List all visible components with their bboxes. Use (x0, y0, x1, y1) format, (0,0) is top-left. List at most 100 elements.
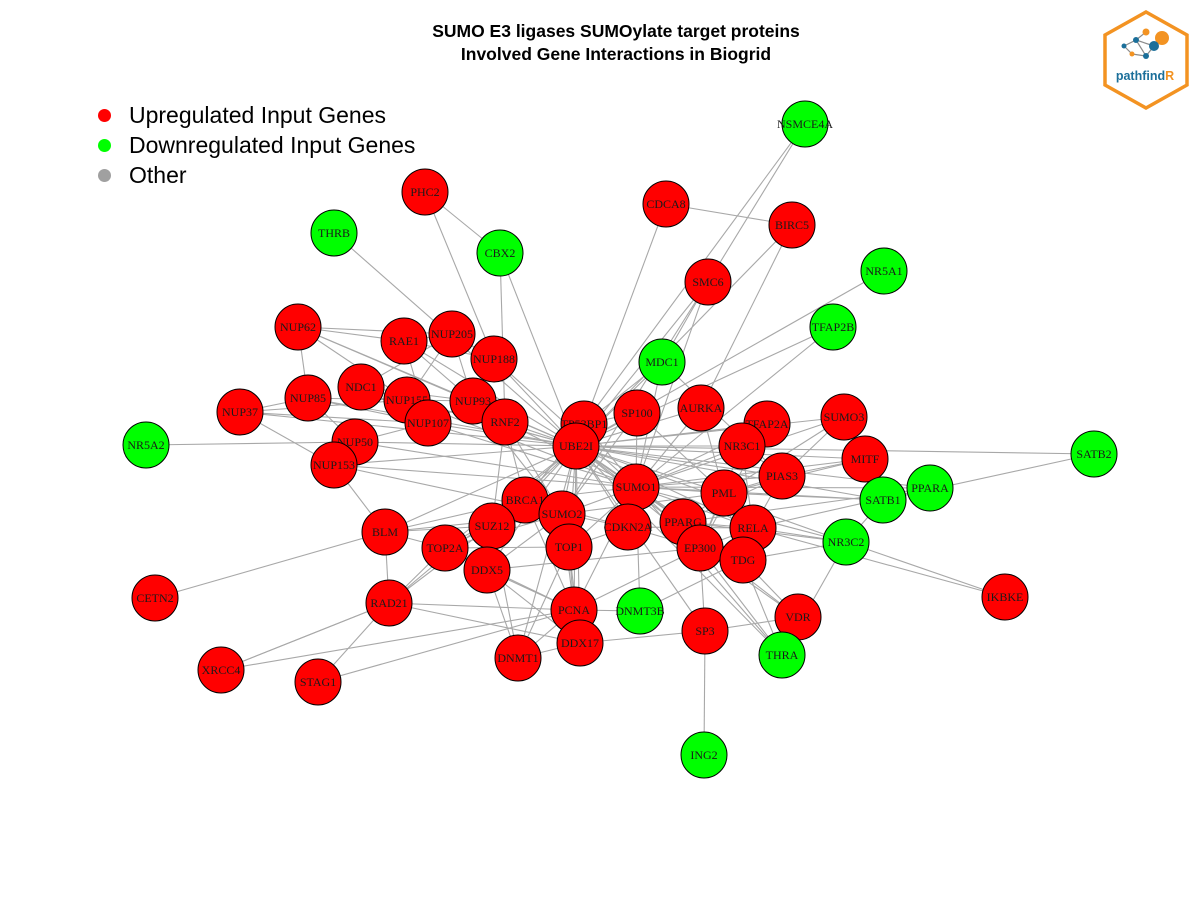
node-circle (274, 303, 322, 351)
node-label: EP300 (684, 541, 716, 555)
legend-item-downregulated: Downregulated Input Genes (96, 130, 415, 160)
node-label: SUMO1 (616, 480, 657, 494)
node-ndc1: NDC1 (337, 363, 385, 411)
node-label: PPARG (664, 515, 702, 529)
node-label: NUP188 (473, 352, 515, 366)
edge-nup50-sumo1 (354, 441, 637, 488)
node-nsmce4a: NSMCE4A (777, 100, 833, 148)
node-circle (470, 335, 518, 383)
node-label: PPARA (911, 481, 949, 495)
node-circle (809, 303, 857, 351)
node-circle (768, 201, 816, 249)
node-suz12: SUZ12 (468, 502, 516, 550)
node-label: PIAS3 (766, 469, 798, 483)
node-circle (216, 388, 264, 436)
legend-label-other: Other (129, 161, 187, 188)
node-stag1: STAG1 (294, 658, 342, 706)
svg-text:pathfindR: pathfindR (1116, 69, 1174, 83)
node-nup153: NUP153 (310, 441, 358, 489)
edge-tfap2b-sumo1 (635, 326, 834, 488)
node-circle (1070, 430, 1118, 478)
node-satb2: SATB2 (1070, 430, 1118, 478)
node-label: DNMT1 (497, 651, 538, 665)
node-circle (616, 587, 664, 635)
node-label: RNF2 (490, 415, 519, 429)
node-circle (481, 398, 529, 446)
diagram-title: SUMO E3 ligases SUMOylate target protein… (0, 20, 1200, 66)
node-circle (494, 634, 542, 682)
edge-nup50-ube2i (354, 441, 577, 447)
legend-label-upregulated: Upregulated Input Genes (129, 101, 387, 128)
node-label: RAD21 (370, 596, 407, 610)
node-circle (463, 546, 511, 594)
node-nr5a2: NR5A2 (122, 421, 170, 469)
edge-xrcc4-pcna (220, 609, 575, 671)
node-aurka: AURKA (677, 384, 725, 432)
node-circle (677, 384, 725, 432)
node-nup188: NUP188 (470, 335, 518, 383)
node-sp3: SP3 (681, 607, 729, 655)
edge-birc5-aurka (700, 224, 793, 409)
node-label: MDC1 (645, 355, 678, 369)
edge-mitf-sumo1 (635, 458, 866, 488)
node-label: NR5A2 (127, 438, 164, 452)
node-label: PML (712, 486, 737, 500)
node-label: NR5A1 (865, 264, 902, 278)
node-label: DDX17 (561, 636, 599, 650)
node-circle (294, 658, 342, 706)
node-nup62: NUP62 (274, 303, 322, 351)
node-label: DDX5 (471, 563, 503, 577)
node-label: CDKN2A (604, 520, 653, 534)
node-label: NSMCE4A (777, 117, 833, 131)
edge-ikbke-nr3c2 (845, 541, 1006, 598)
node-label: XRCC4 (202, 663, 241, 677)
node-rad21: RAD21 (365, 579, 413, 627)
edge-ube2i-blm (384, 445, 577, 533)
node-circle (401, 168, 449, 216)
node-nr3c2: NR3C2 (822, 518, 870, 566)
node-circle (197, 646, 245, 694)
node-label: TOP1 (555, 540, 583, 554)
node-circle (906, 464, 954, 512)
node-circle (122, 421, 170, 469)
node-label: SATB2 (1076, 447, 1111, 461)
edge-nup153-sumo1 (333, 464, 637, 488)
node-label: NUP93 (455, 394, 491, 408)
legend-dot-upregulated (98, 108, 111, 122)
node-satb1: SATB1 (859, 476, 907, 524)
edge-pias3-ube2i (575, 445, 783, 477)
legend: Upregulated Input Genes Downregulated In… (96, 100, 415, 190)
node-label: THRA (766, 648, 799, 662)
node-nr5a1: NR5A1 (860, 247, 908, 295)
node-label: CBX2 (485, 246, 516, 260)
node-pml: PML (700, 469, 748, 517)
node-layer: NSMCE4A PHC2 CDCA8 BIRC5 THRB CBX2 NR5A1 SMC6 TF… (122, 100, 1118, 779)
node-ube2i: UBE2I (552, 422, 600, 470)
node-circle (681, 607, 729, 655)
node-rae1: RAE1 (380, 317, 428, 365)
node-circle (700, 469, 748, 517)
node-label: TOP2A (426, 541, 463, 555)
node-circle (781, 100, 829, 148)
node-label: SP100 (621, 406, 652, 420)
node-circle (421, 524, 469, 572)
node-label: BLM (372, 525, 398, 539)
node-label: SUZ12 (475, 519, 510, 533)
node-circle (361, 508, 409, 556)
edge-satb2-ube2i (575, 445, 1095, 455)
node-label: DNMT3B (615, 604, 664, 618)
node-circle (552, 422, 600, 470)
node-circle (131, 574, 179, 622)
node-label: PHC2 (410, 185, 439, 199)
node-phc2: PHC2 (401, 168, 449, 216)
title-line-1: SUMO E3 ligases SUMOylate target protein… (432, 21, 800, 41)
edge-stag1-pcna (317, 609, 575, 683)
node-dnmt1: DNMT1 (494, 634, 542, 682)
edge-phc2-nup188 (424, 191, 495, 360)
legend-item-upregulated: Upregulated Input Genes (96, 100, 415, 130)
node-circle (680, 731, 728, 779)
node-label: THRB (318, 226, 350, 240)
node-birc5: BIRC5 (768, 201, 816, 249)
legend-dot-other (98, 168, 111, 182)
node-circle (365, 579, 413, 627)
